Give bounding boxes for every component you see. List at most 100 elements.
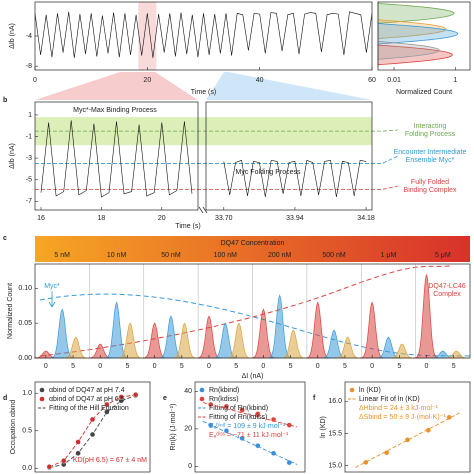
x-axis-label: ΔI (nA) — [242, 373, 264, 380]
x-tick-label: 0 — [98, 363, 102, 370]
y-tick-label: -8 — [26, 63, 32, 70]
point — [239, 407, 245, 413]
point — [270, 416, 277, 423]
histogram-peak — [414, 274, 439, 359]
y-tick-label: -1 — [26, 133, 32, 140]
axis-break — [202, 206, 208, 214]
plot-frame — [34, 381, 151, 473]
note: ΔSbind = 50 ± 9 J·(mol·K)⁻¹ — [359, 414, 446, 421]
legend-label: ln (KD) — [359, 387, 381, 394]
y-tick-label: 40 — [184, 388, 192, 395]
x-tick-label: 5 — [234, 363, 238, 370]
x-tick-label: 5 — [343, 363, 347, 370]
x-tick-label: 16 — [37, 215, 45, 222]
concentration-label: 50 nM — [161, 252, 181, 259]
density-peak — [377, 21, 459, 46]
y-tick-label: 15.0 — [328, 462, 342, 469]
process-label: Myc Folding Process — [236, 169, 301, 176]
histogram-peak — [63, 336, 88, 359]
y-tick-label: 1 — [28, 112, 32, 119]
plot-frame — [34, 101, 199, 211]
x-tick-label: 0 — [261, 363, 265, 370]
histogram-peak — [359, 301, 385, 359]
zoom-right — [206, 72, 372, 100]
state-level — [35, 155, 399, 164]
concentration-label: 200 nM — [268, 252, 292, 259]
histogram-peak — [281, 329, 306, 359]
state-label: Fully Folded — [411, 179, 449, 186]
y-tick-label: 0.00 — [18, 355, 32, 362]
concentration-label: 100 nM — [214, 252, 238, 259]
state-level — [35, 185, 399, 190]
axis-break — [198, 206, 204, 214]
axis-label: ln (KD) — [320, 416, 327, 438]
point — [89, 416, 96, 423]
note: ΔHbind = 24 ± 3 kJ·mol⁻¹ — [359, 405, 439, 412]
bar-title: DQ47 Concentration — [221, 240, 285, 247]
x-tick-label: 0 — [207, 363, 211, 370]
legend-label: αbind of DQ47 at pH 7.4 — [49, 387, 125, 394]
x-tick-label: 0.01 — [387, 77, 401, 84]
annotation: DQ47-LC46 — [428, 283, 465, 290]
y-tick-label: -4 — [26, 33, 32, 40]
annotation: Myc* — [44, 283, 60, 290]
legend-label: Fitting of Rn(kbind) — [209, 405, 268, 412]
plot-frame — [34, 1, 373, 71]
y-tick-label: 0 — [188, 463, 192, 470]
legend-marker — [199, 387, 205, 393]
y-tick-label: -5 — [26, 177, 32, 184]
axis-label: ΔIb (nA) — [9, 23, 16, 49]
blue-trend — [39, 293, 471, 357]
current-trace — [223, 159, 367, 198]
x-tick-label: 5 — [71, 363, 75, 370]
point — [104, 401, 110, 408]
note: Eₐᵈⁱˢˢ = −71 ± 11 kJ·mol⁻¹ — [209, 431, 289, 439]
histogram-peak — [172, 322, 197, 359]
point — [75, 439, 81, 445]
state-label: Interacting — [414, 123, 447, 130]
legend-marker — [39, 387, 45, 393]
histogram-peak — [226, 322, 251, 359]
density-peak — [377, 42, 453, 67]
x-tick-label: 33.70 — [215, 215, 233, 222]
x-tick-label: 5 — [180, 363, 184, 370]
fit-line — [355, 412, 460, 468]
x-tick-label: 0 — [370, 363, 374, 370]
point — [46, 464, 53, 470]
x-tick-label: 20 — [143, 77, 151, 84]
histogram-peak — [390, 343, 414, 359]
note: KD(pH 6.5) = 67 ± 4 nM — [73, 457, 147, 464]
x-tick-label: 0 — [153, 363, 157, 370]
axis-label: Occupation αbind — [10, 400, 17, 455]
x-tick-label: 1 — [453, 77, 457, 84]
plot-frame — [34, 263, 471, 359]
x-tick-label: 18 — [98, 215, 106, 222]
axis-label: Normalized Count — [7, 283, 14, 339]
histogram-peak — [118, 322, 143, 359]
myc-arrow — [48, 291, 56, 308]
panel-label: d — [3, 395, 7, 402]
plot-frame — [194, 381, 306, 473]
note: Eₐᵇⁱⁿᵈ = 109 ± 9 kJ·mol⁻¹ — [209, 422, 286, 430]
panel-label: b — [3, 97, 7, 104]
zoom-left — [35, 72, 198, 100]
x-tick-label: 5 — [289, 363, 293, 370]
x-tick-label: 33.94 — [286, 215, 304, 222]
x-tick-label: 5 — [452, 363, 456, 370]
zoom-region — [138, 2, 157, 70]
x-tick-label: 5 — [125, 363, 129, 370]
x-tick-label: 5 — [397, 363, 401, 370]
point — [118, 394, 124, 400]
state-label: Binding Complex — [404, 187, 457, 194]
axis-label: ΔIb (nA) — [9, 143, 16, 169]
point — [286, 459, 292, 466]
x-tick-label: 60 — [368, 77, 376, 84]
x-tick-label: 34.18 — [357, 215, 375, 222]
concentration-label: 10 nM — [107, 252, 127, 259]
point — [104, 409, 110, 415]
point — [89, 431, 96, 438]
point — [383, 450, 390, 456]
x-axis-label: Normalized Count — [396, 89, 452, 96]
legend-label: Rn(kbind) — [209, 387, 239, 394]
